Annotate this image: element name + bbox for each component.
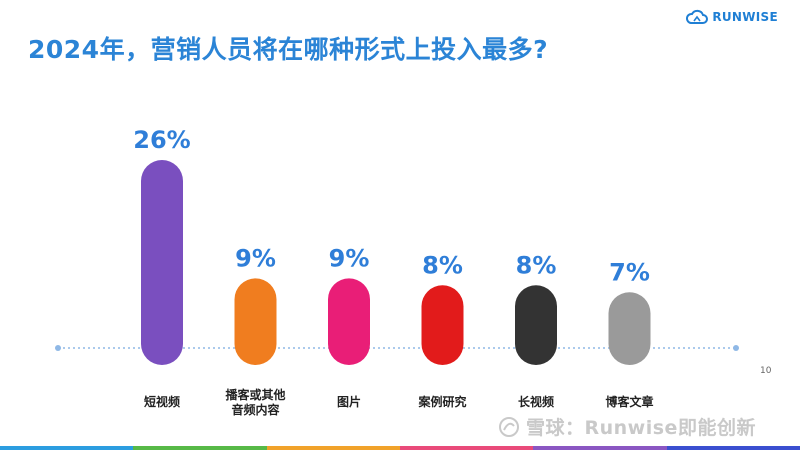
brand-logo: RUNWISE: [686, 8, 778, 26]
bar: [234, 278, 277, 365]
data-label: 26%: [133, 126, 190, 154]
bar: [421, 285, 464, 365]
category-label: 博客文章: [605, 394, 653, 409]
bar: [141, 160, 183, 365]
bottom-bar-segment: [133, 446, 267, 450]
bottom-color-bar: [0, 446, 800, 450]
category-label: 播客或其他音频内容: [225, 387, 285, 417]
bottom-bar-segment: [666, 446, 800, 450]
data-label: 8%: [422, 251, 463, 279]
watermark: 雪球：Runwise即能创新: [498, 413, 756, 440]
data-label: 7%: [609, 258, 650, 286]
bottom-bar-segment: [533, 446, 667, 450]
bar: [328, 278, 370, 365]
data-label: 8%: [516, 251, 557, 279]
bar: [515, 285, 557, 365]
axis-end-dot: [733, 345, 739, 351]
watermark-text: 雪球：Runwise即能创新: [526, 417, 756, 439]
category-label: 短视频: [144, 394, 180, 409]
bar: [608, 292, 651, 365]
data-label: 9%: [329, 244, 370, 272]
page-title: 2024年，营销人员将在哪种形式上投入最多?: [28, 35, 549, 64]
logo-text: RUNWISE: [712, 10, 778, 24]
category-label: 案例研究: [417, 394, 466, 409]
category-label: 图片: [337, 394, 361, 409]
bottom-bar-segment: [0, 446, 134, 450]
cloud-icon: [686, 9, 709, 24]
bottom-bar-segment: [266, 446, 400, 450]
snowball-icon: [499, 416, 519, 437]
page-number: 10: [760, 366, 772, 376]
data-label: 9%: [235, 244, 276, 272]
category-label: 长视频: [518, 394, 554, 409]
bottom-bar-segment: [399, 446, 534, 450]
axis-start-dot: [55, 345, 61, 351]
